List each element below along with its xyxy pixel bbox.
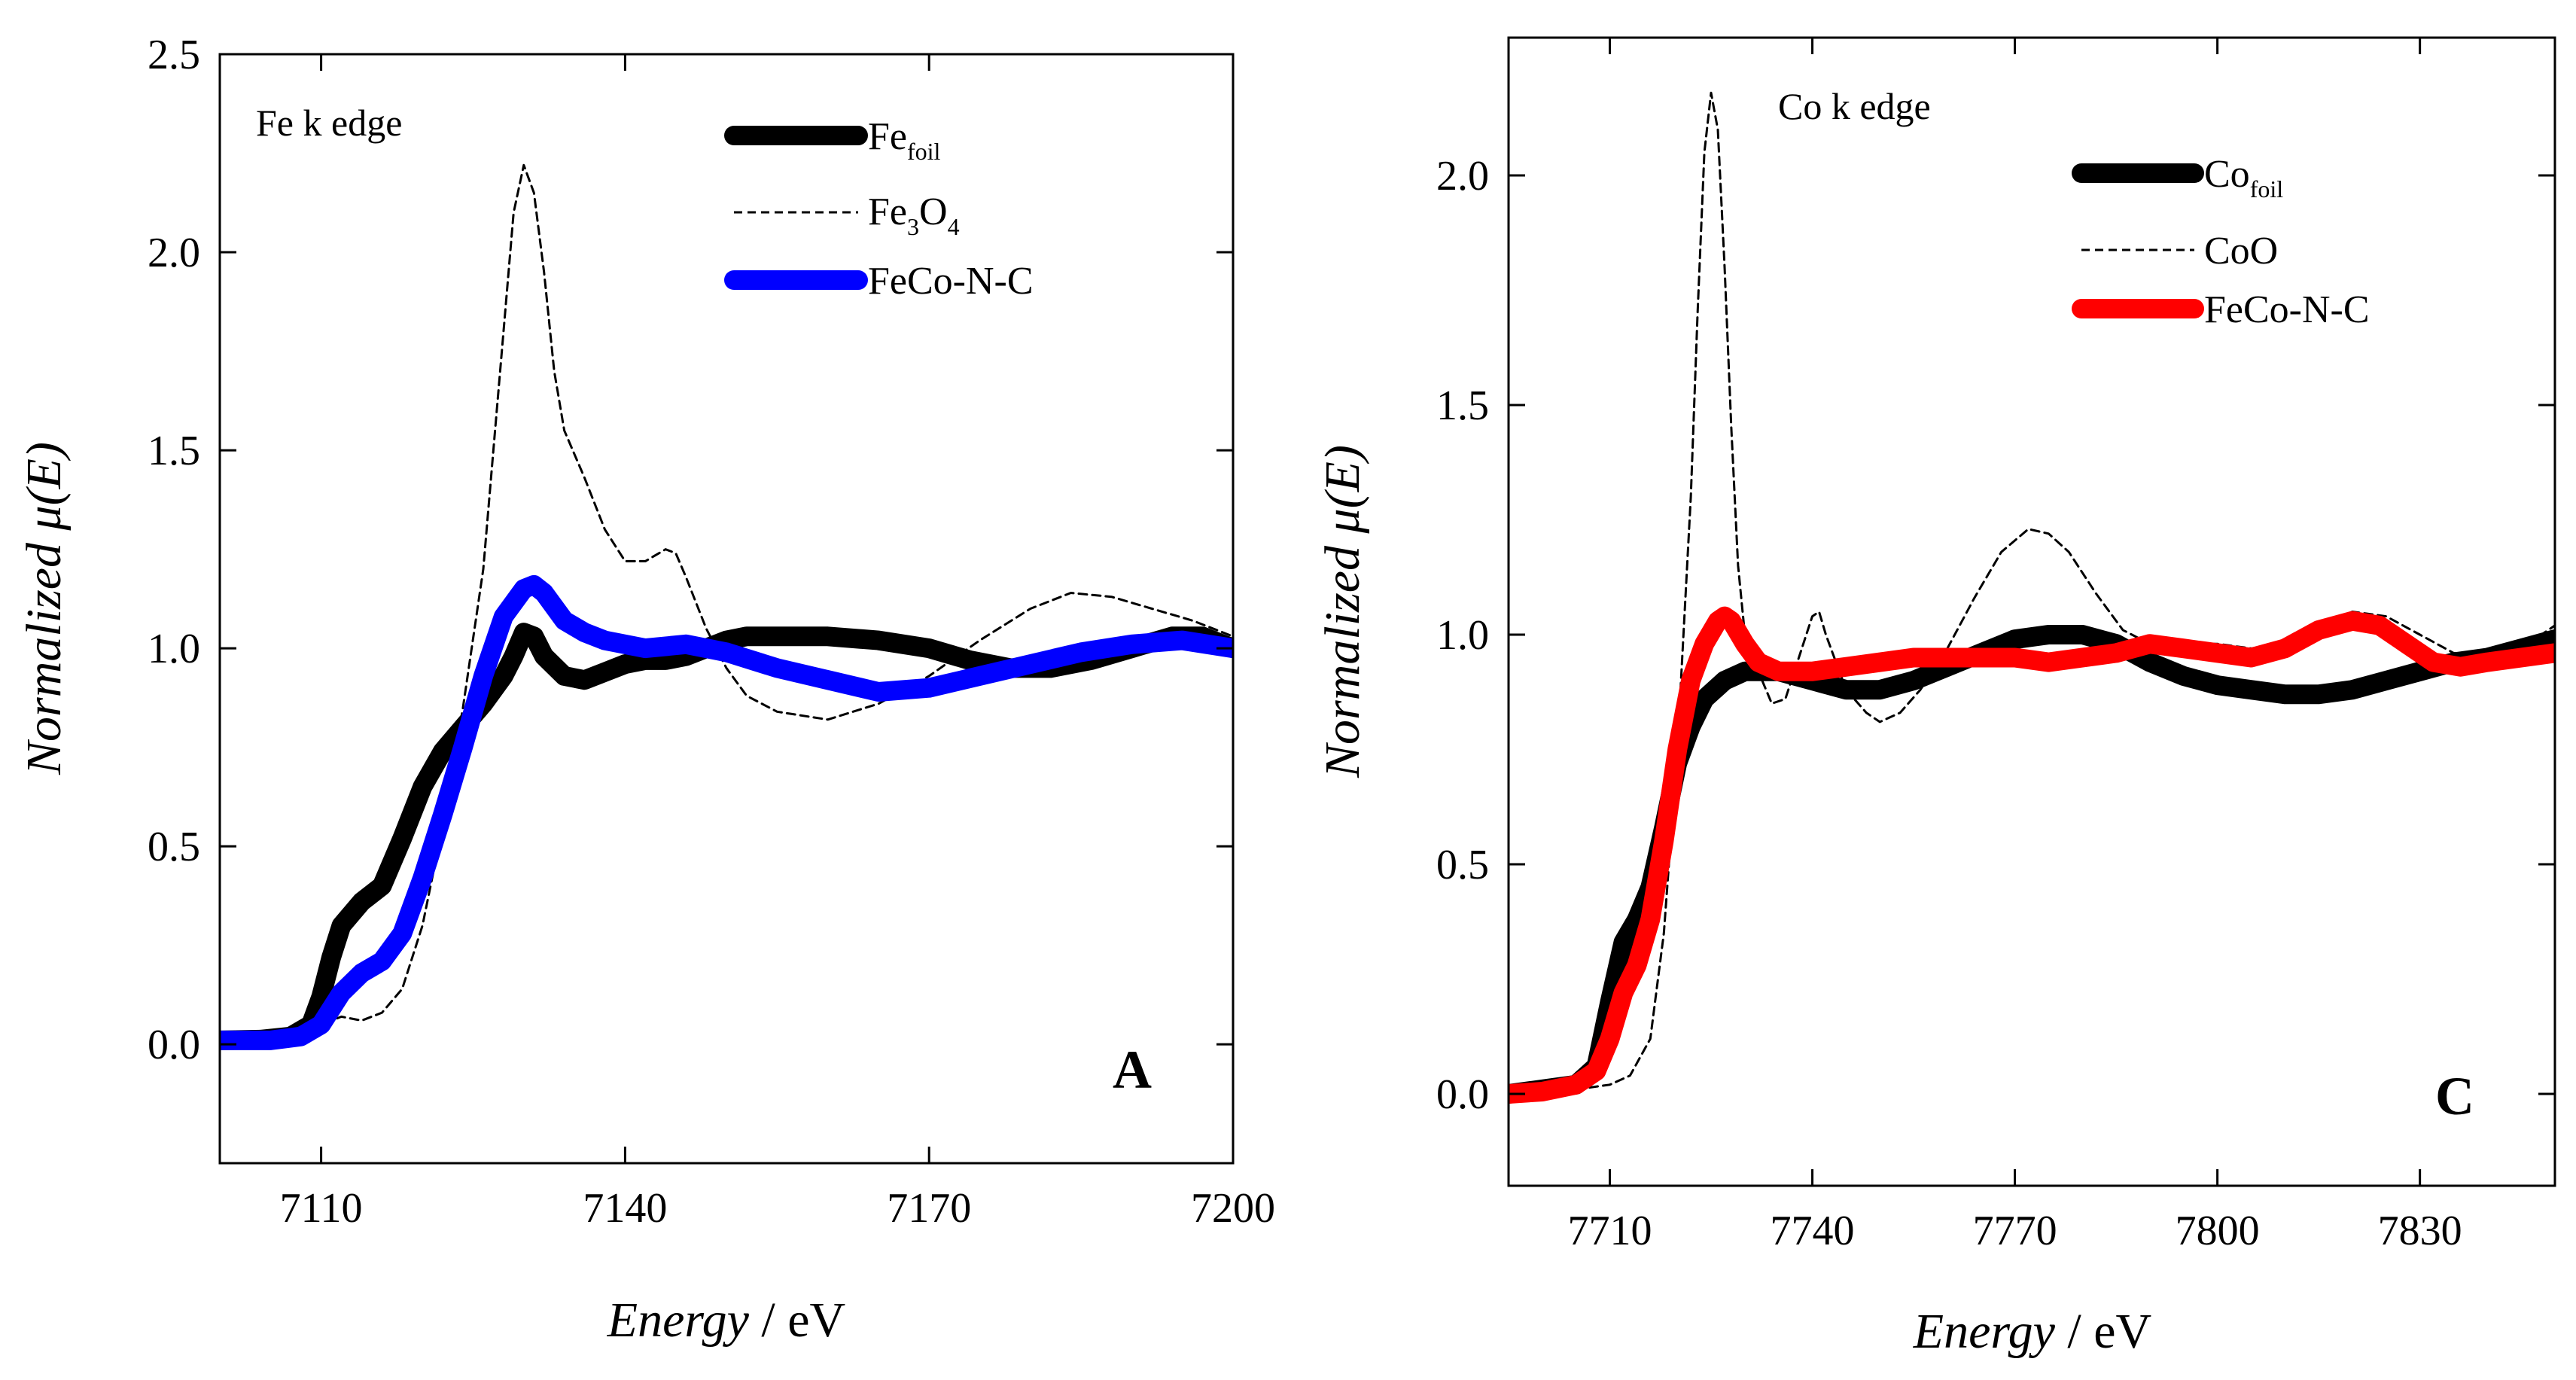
panel-a-xtick-label: 7170 — [887, 1185, 971, 1232]
legend-label-feco-n-c-c: FeCo-N-C — [2204, 288, 2370, 331]
panel-a-xlabel-main: Energy — [607, 1293, 750, 1348]
panel-a-xlabel-unit: / eV — [749, 1293, 845, 1348]
panel-c-ytick-label: 0.5 — [1436, 842, 1489, 888]
panel-a-ytick-label: 1.5 — [148, 428, 200, 474]
legend-fe-foil-main: Fe — [868, 115, 907, 158]
legend-fe3o4-sub4: 4 — [948, 213, 960, 240]
panel-a-ytick-label: 2.5 — [148, 32, 200, 78]
panel-c-line-feco-n-c — [1509, 606, 2555, 1104]
panel-c-ytick-label: 1.0 — [1436, 612, 1489, 659]
panel-a-xtick-label: 7110 — [280, 1185, 363, 1232]
panel-a-xlabel: Energy / eV — [607, 1293, 845, 1348]
legend-label-co-foil: Cofoil — [2204, 153, 2283, 203]
legend-label-coo: CoO — [2204, 230, 2278, 273]
panel-c-ytick-label: 1.5 — [1436, 382, 1489, 429]
panel-a-annotation: Fe k edge — [256, 102, 402, 144]
panel-c-xlabel: Energy / eV — [1913, 1304, 2151, 1359]
panel-a-ytick-label: 0.0 — [148, 1022, 200, 1068]
panel-a-line-fe3o4 — [220, 163, 1233, 1042]
panel-c-series — [1509, 91, 2555, 1104]
panel-c-xtick-label: 7830 — [2378, 1208, 2462, 1254]
panel-c-ylabel: Normalized μ(E) — [1315, 445, 1370, 778]
panel-a-ytick-label: 2.0 — [148, 230, 200, 276]
panel-c-letter: C — [2435, 1066, 2474, 1126]
legend-label-feco-n-c-a: FeCo-N-C — [868, 260, 1034, 303]
panel-a-frame — [218, 53, 1235, 1165]
panel-c-line-co-foil — [1509, 625, 2555, 1104]
panel-c-xtick-label: 7770 — [1973, 1208, 2057, 1254]
legend-fe3o4-main: Fe — [868, 190, 907, 233]
panel-c-legend: Cofoil CoO FeCo-N-C — [2072, 153, 2370, 331]
panel-c: 7710 7740 7770 7800 7830 0.0 0.5 1.0 1.5 2.0 Co k… — [1315, 36, 2556, 1359]
panel-a-ytick-label: 1.0 — [148, 626, 200, 672]
legend-fe3o4-o: O — [919, 190, 948, 233]
panel-a-line-feco-n-c — [220, 574, 1233, 1050]
panel-a-xtick-label: 7140 — [583, 1185, 667, 1232]
panel-a-ticks: 7110 7140 7170 7200 0.0 0.5 1.0 1.5 2.0 2.5 — [148, 32, 1275, 1232]
panel-c-xtick-label: 7740 — [1771, 1208, 1855, 1254]
panel-a-legend: Fefoil Fe3O4 FeCo-N-C — [724, 115, 1034, 303]
panel-a-ylabel: Normalized μ(E) — [17, 442, 72, 775]
panel-a-letter: A — [1113, 1040, 1152, 1100]
legend-fe3o4-sub3: 3 — [907, 213, 919, 240]
panel-c-ytick-label: 0.0 — [1436, 1071, 1489, 1118]
panel-c-ticks: 7710 7740 7770 7800 7830 0.0 0.5 1.0 1.5 2.0 — [1436, 38, 2555, 1254]
legend-co-foil-main: Co — [2204, 153, 2250, 196]
panel-a-xtick-label: 7200 — [1191, 1185, 1275, 1232]
panel-c-ytick-label: 2.0 — [1436, 153, 1489, 200]
panel-a-series — [220, 163, 1233, 1050]
panel-c-annotation: Co k edge — [1778, 85, 1931, 127]
legend-co-foil-sub: foil — [2250, 175, 2284, 203]
panel-c-xlabel-main: Energy — [1913, 1304, 2056, 1359]
panel-a-line-fe-foil — [220, 623, 1233, 1050]
panel-c-frame — [1507, 36, 2556, 1187]
legend-label-fe-foil: Fefoil — [868, 115, 941, 165]
panel-a-ytick-label: 0.5 — [148, 824, 200, 870]
panel-c-xlabel-unit: / eV — [2055, 1304, 2151, 1359]
legend-fe-foil-sub: foil — [907, 138, 941, 165]
panel-c-xtick-label: 7710 — [1568, 1208, 1652, 1254]
legend-label-fe3o4: Fe3O4 — [868, 190, 960, 240]
panel-c-xtick-label: 7800 — [2176, 1208, 2260, 1254]
panel-a: 7110 7140 7170 7200 0.0 0.5 1.0 1.5 2.0 2.5 Fe k … — [17, 32, 1275, 1348]
